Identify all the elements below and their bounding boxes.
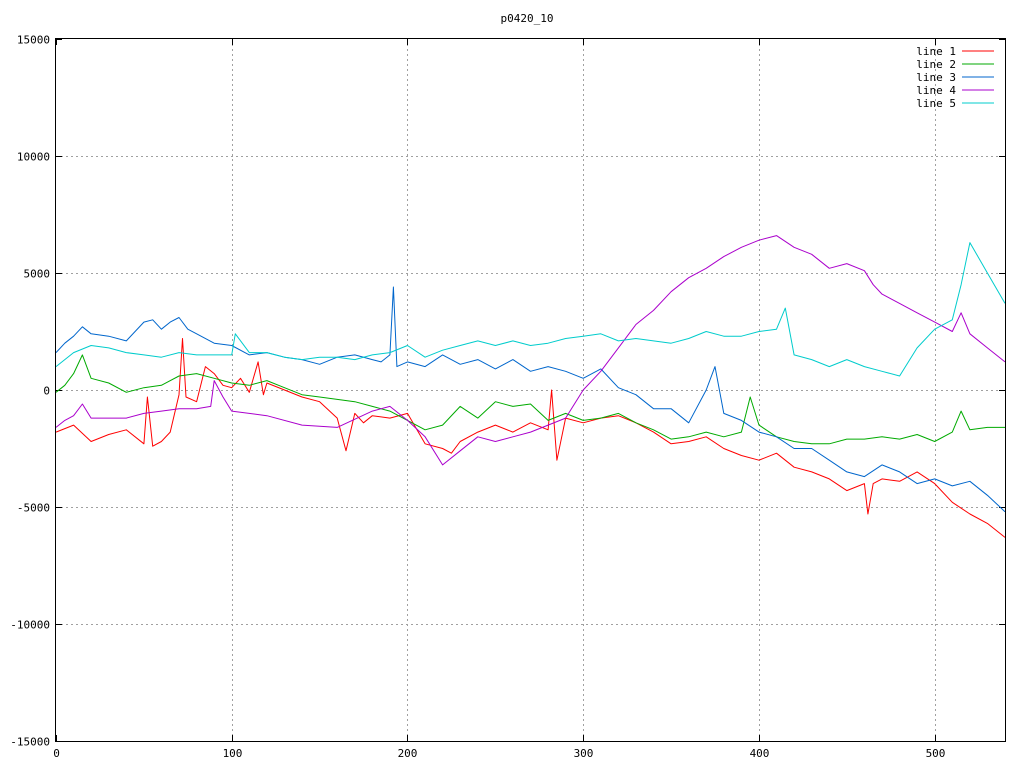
chart-title: p0420_10 <box>501 12 554 25</box>
grid-lines <box>56 39 1005 741</box>
legend-label: line 3 <box>916 71 956 84</box>
plot-frame <box>55 38 1006 742</box>
x-tick-label: 200 <box>398 747 418 760</box>
y-tick-label: 15000 <box>17 34 50 47</box>
series-line-4 <box>55 235 1006 466</box>
series-line-2 <box>55 354 1005 445</box>
series-line-5 <box>55 242 1006 377</box>
x-tick-label: 300 <box>574 747 594 760</box>
x-tick-label: 0 <box>53 747 60 760</box>
y-tick-label: -5000 <box>17 502 50 515</box>
x-tick-label: 100 <box>223 747 243 760</box>
x-tick-label: 500 <box>926 747 946 760</box>
legend-label: line 2 <box>916 58 956 71</box>
y-tick-label: -10000 <box>10 619 50 632</box>
y-tick-label: 5000 <box>24 268 51 281</box>
x-tick-label: 400 <box>750 747 770 760</box>
legend-label: line 5 <box>916 97 956 110</box>
y-tick-label: -15000 <box>10 736 50 749</box>
legend-label: line 1 <box>916 45 956 58</box>
series-line-3 <box>55 286 1006 513</box>
series-lines <box>55 235 1006 538</box>
x-axis-ticks: 0 100 200 300 400 500 <box>53 39 945 760</box>
y-tick-label: 10000 <box>17 151 50 164</box>
y-tick-label: 0 <box>43 385 50 398</box>
legend-label: line 4 <box>916 84 956 97</box>
y-axis-ticks: -15000 -10000 -5000 0 5000 10000 15000 <box>10 34 1005 749</box>
series-line-1 <box>55 338 1006 538</box>
